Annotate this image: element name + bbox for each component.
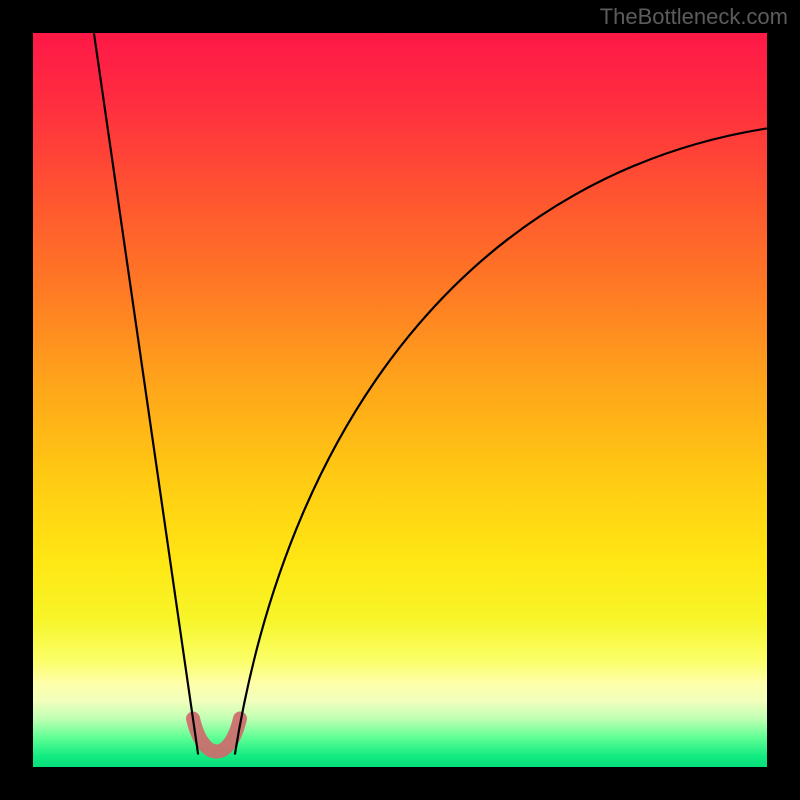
plot-area — [33, 33, 767, 767]
watermark-text: TheBottleneck.com — [600, 4, 788, 30]
valley-marker — [193, 719, 240, 752]
canvas-frame: TheBottleneck.com — [0, 0, 800, 800]
curve-right-branch — [235, 128, 767, 754]
curve-svg — [33, 33, 767, 767]
curve-left-branch — [94, 33, 198, 755]
